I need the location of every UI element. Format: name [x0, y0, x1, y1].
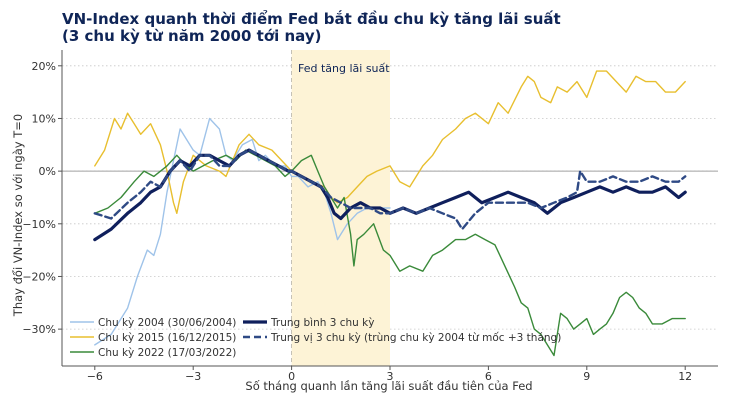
tick-labels: −6 −3 0 3 6 9 12 −30% −20% −10% 0% 10% 20% [22, 60, 692, 383]
y-tick-label-3: 0% [39, 165, 56, 178]
legend-label-4: Trung vị 3 chu kỳ (trùng chu kỳ 2004 từ … [270, 332, 561, 344]
legend-label-3: Trung bình 3 chu kỳ [270, 317, 374, 329]
series-line-2 [94, 149, 686, 357]
x-tick-label-4: 6 [485, 370, 492, 383]
y-axis-label: Thay đổi VN-Index so với ngày T=0 [11, 114, 25, 317]
legend-label-1: Chu kỳ 2015 (16/12/2015) [98, 332, 236, 344]
y-tick-label-5: 20% [32, 60, 56, 73]
y-tick-label-0: −30% [22, 323, 56, 336]
legend-label-0: Chu kỳ 2004 (30/06/2004) [98, 317, 236, 329]
y-tick-label-1: −20% [22, 270, 56, 283]
x-tick-label-2: 0 [288, 370, 295, 383]
x-tick-label-6: 12 [678, 370, 692, 383]
series-line-0 [94, 117, 391, 346]
legend: Chu kỳ 2004 (30/06/2004) Chu kỳ 2015 (16/… [70, 317, 561, 359]
series-line-1 [94, 70, 686, 214]
y-tick-label-4: 10% [32, 112, 56, 125]
shaded-region-label: Fed tăng lãi suất [298, 62, 390, 75]
x-tick-label-1: −3 [185, 370, 201, 383]
y-tick-label-2: −10% [22, 218, 56, 231]
x-tick-label-3: 3 [387, 370, 394, 383]
legend-label-2: Chu kỳ 2022 (17/03/2022) [98, 347, 236, 359]
x-tick-label-5: 9 [583, 370, 590, 383]
chart-subtitle: (3 chu kỳ từ năm 2000 tới nay) [62, 27, 321, 45]
chart-title: VN-Index quanh thời điểm Fed bắt đầu chu… [62, 9, 561, 28]
x-axis-label: Số tháng quanh lần tăng lãi suất đầu tiê… [245, 379, 532, 393]
x-tick-label-0: −6 [87, 370, 103, 383]
series-group [93, 70, 687, 357]
series-line-4 [93, 148, 687, 231]
